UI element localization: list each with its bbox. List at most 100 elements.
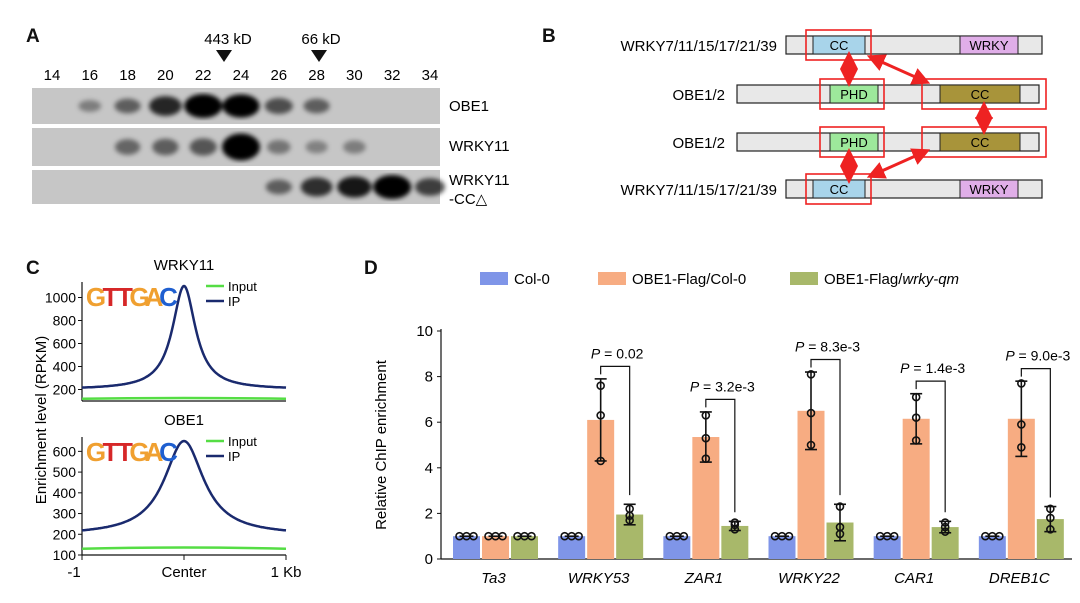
domain-label: PHD [840, 87, 867, 102]
blot-wrky11-cc-deletion [32, 170, 440, 204]
data-point [596, 381, 605, 391]
panel-label-d: D [364, 258, 378, 279]
data-point [835, 502, 845, 511]
data-point [596, 411, 605, 420]
y-tick-label: 600 [53, 336, 77, 352]
band [78, 100, 102, 112]
interaction-arrow [866, 148, 931, 179]
p-value-label: P = 0.02 [591, 345, 644, 361]
data-point [784, 531, 794, 541]
band [265, 179, 292, 195]
band [152, 138, 179, 156]
x-tick-label: Center [161, 564, 206, 581]
highlight-box [805, 29, 872, 61]
protein-label: WRKY7/11/15/17/21/39 [621, 182, 778, 199]
blot-label-obe1: OBE1 [449, 98, 489, 115]
data-point [940, 522, 950, 532]
data-point [1046, 504, 1055, 514]
y-tick-label: 8 [425, 369, 433, 386]
y-tick-label: 4 [425, 460, 433, 477]
data-point [701, 433, 711, 443]
x-tick-label: 1 Kb [271, 564, 302, 581]
legend-input-label: Input [228, 279, 257, 294]
p-value-label: P = 1.4e-3 [900, 360, 965, 376]
category-label: CAR1 [894, 570, 934, 587]
band [114, 98, 141, 114]
significance-bracket [600, 365, 631, 496]
fraction-label-28: 28 [308, 67, 325, 84]
band [343, 140, 366, 154]
protein-label: OBE1/2 [672, 135, 725, 152]
data-point [701, 411, 711, 420]
legend-swatch [480, 272, 508, 285]
bar [873, 536, 901, 559]
p-value-label: P = 8.3e-3 [795, 339, 860, 355]
profile-title: OBE1 [164, 412, 204, 429]
domain-label: CC [971, 135, 990, 150]
fraction-label-14: 14 [44, 67, 61, 84]
marker-arrow-66kd [311, 50, 327, 62]
panel-label-a: A [26, 26, 40, 47]
significance-bracket [810, 358, 841, 496]
data-point [1046, 513, 1055, 523]
bar [558, 536, 586, 559]
motif-letter: T [117, 282, 133, 312]
domain-label: PHD [840, 135, 867, 150]
band [189, 138, 217, 156]
significance-bracket [1020, 368, 1051, 498]
motif-letter: G [86, 282, 106, 312]
motif-letter: A [145, 437, 164, 467]
x-tick-label: -1 [67, 564, 80, 581]
category-label: Ta3 [481, 570, 506, 587]
panel-b-domain-schematic: WRKY7/11/15/17/21/39 CC WRKY OBE1/2 PHD CC OBE… [621, 29, 1047, 205]
band [222, 133, 260, 161]
fraction-label-34: 34 [422, 67, 439, 84]
highlight-box [805, 173, 872, 205]
fraction-label-18: 18 [119, 67, 136, 84]
legend-label: OBE1-Flag/wrky-qm [824, 271, 959, 288]
y-tick-label: 500 [53, 464, 77, 480]
legend-ip-label: IP [228, 449, 240, 464]
fraction-label-30: 30 [346, 67, 363, 84]
legend-swatch [790, 272, 818, 285]
band [337, 176, 372, 198]
y-tick-label: 200 [53, 382, 77, 398]
bar [453, 536, 480, 559]
motif-letter: G [86, 437, 106, 467]
marker-label-66kd: 66 kD [301, 31, 340, 48]
significance-bracket [705, 398, 736, 513]
legend-ip-label: IP [228, 294, 240, 309]
y-tick-label: 400 [53, 485, 77, 501]
data-point [730, 520, 740, 530]
motif-letter: A [145, 282, 164, 312]
y-tick-label: 1000 [45, 290, 76, 306]
category-label: WRKY53 [568, 570, 630, 587]
legend-swatch [598, 272, 626, 285]
domain-label: CC [830, 182, 849, 197]
blot-label-wrky11-cc-line2: -CC△ [449, 191, 488, 208]
domain-label: CC [830, 38, 849, 53]
ip-profile [81, 439, 287, 532]
band [415, 178, 445, 196]
chart-ylabel: Relative ChIP enrichment [373, 359, 390, 530]
fraction-label-26: 26 [270, 67, 287, 84]
motif-letter: G [129, 282, 149, 312]
significance-bracket [915, 380, 946, 513]
band [267, 139, 291, 155]
blot-label-wrky11: WRKY11 [449, 138, 510, 155]
data-point [911, 392, 921, 402]
data-point [911, 413, 921, 422]
legend-input-label: Input [228, 434, 257, 449]
panel-label-c: C [26, 258, 40, 279]
input-profile [81, 546, 287, 551]
panel-c-enrichment-profiles: Enrichment level (RPKM) WRKY11 1000 800 600 4… [33, 257, 302, 581]
y-tick-label: 800 [53, 313, 77, 329]
data-point [679, 531, 689, 541]
ip-profile [81, 284, 287, 389]
motif-letter: T [103, 437, 119, 467]
data-point [806, 370, 816, 379]
interaction-arrow [866, 54, 931, 85]
domain-cc [812, 35, 866, 55]
y-tick-label: 400 [53, 359, 77, 375]
profile-ylabel: Enrichment level (RPKM) [33, 336, 50, 504]
